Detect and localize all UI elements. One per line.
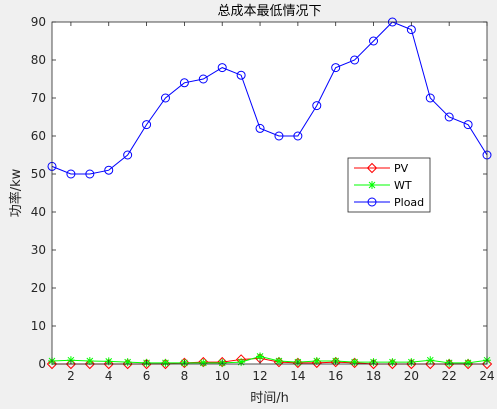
legend-marker bbox=[366, 162, 378, 174]
data-point-pload bbox=[236, 70, 246, 80]
x-tick-label: 10 bbox=[215, 369, 230, 383]
x-tick-label: 4 bbox=[105, 369, 113, 383]
x-tick-label: 6 bbox=[143, 369, 151, 383]
y-tick-label: 10 bbox=[31, 319, 46, 333]
axis-box bbox=[51, 21, 488, 365]
x-tick-label: 22 bbox=[442, 369, 457, 383]
y-axis-label: 功率/kw bbox=[8, 168, 24, 217]
data-point-pv bbox=[292, 357, 304, 369]
data-point-wt bbox=[350, 358, 359, 367]
x-tick-label: 12 bbox=[252, 369, 267, 383]
chart-marks bbox=[46, 17, 493, 370]
legend-label: PV bbox=[394, 162, 409, 175]
data-point-pv bbox=[179, 357, 190, 369]
y-tick-label: 20 bbox=[31, 281, 46, 295]
data-point-pload bbox=[369, 36, 379, 46]
data-point-pload bbox=[104, 165, 114, 175]
data-point-pload bbox=[350, 55, 360, 65]
y-tick-label: 30 bbox=[31, 243, 46, 257]
y-tick-label: 50 bbox=[31, 167, 46, 181]
legend-item-pv: PV bbox=[354, 162, 409, 175]
data-point-wt bbox=[464, 358, 473, 367]
data-point-wt bbox=[237, 358, 246, 367]
data-point-pload bbox=[312, 101, 322, 111]
data-point-pload bbox=[255, 123, 265, 133]
data-point-pload bbox=[160, 93, 170, 103]
x-tick-label: 8 bbox=[181, 369, 189, 383]
data-point-pload bbox=[142, 120, 152, 130]
data-point-wt bbox=[426, 356, 435, 365]
legend-marker bbox=[368, 181, 376, 189]
data-point-pload bbox=[425, 93, 435, 103]
data-point-pload bbox=[123, 150, 133, 160]
data-point-pload bbox=[444, 112, 454, 122]
y-tick-label: 60 bbox=[31, 129, 46, 143]
x-tick-label: 2 bbox=[67, 369, 75, 383]
data-point-pload bbox=[463, 120, 473, 130]
data-point-pv bbox=[84, 358, 96, 370]
y-tick-label: 90 bbox=[31, 15, 46, 29]
x-tick-label: 16 bbox=[328, 369, 343, 383]
data-point-pload bbox=[179, 78, 189, 88]
legend-marker bbox=[367, 197, 377, 207]
x-axis-label: 时间/h bbox=[250, 391, 289, 406]
data-point-wt bbox=[256, 352, 265, 361]
legend-label: Pload bbox=[394, 196, 424, 209]
x-tick-label: 24 bbox=[479, 369, 494, 383]
legend-item-pload: Pload bbox=[354, 196, 424, 209]
data-point-pload bbox=[331, 63, 341, 73]
x-tick-label: 14 bbox=[290, 369, 305, 383]
y-tick-label: 40 bbox=[31, 205, 46, 219]
data-point-pload bbox=[274, 131, 284, 141]
y-tick-label: 80 bbox=[31, 53, 46, 67]
y-tick-label: 0 bbox=[38, 357, 46, 371]
y-tick-label: 70 bbox=[31, 91, 46, 105]
data-point-pload bbox=[293, 131, 303, 141]
data-point-pload bbox=[85, 169, 95, 179]
data-point-wt bbox=[274, 356, 283, 365]
data-point-pload bbox=[217, 63, 227, 73]
data-point-wt bbox=[161, 358, 170, 367]
data-point-pload bbox=[66, 169, 76, 179]
legend-item-wt: WT bbox=[354, 179, 412, 192]
data-point-wt bbox=[388, 358, 397, 367]
data-point-pload bbox=[198, 74, 208, 84]
data-point-wt bbox=[123, 358, 132, 367]
legend-label: WT bbox=[394, 179, 412, 192]
data-point-pv bbox=[349, 357, 360, 369]
data-point-pv bbox=[103, 358, 114, 370]
x-tick-label: 20 bbox=[404, 369, 419, 383]
chart-title: 总成本最低情况下 bbox=[217, 4, 321, 19]
data-point-wt bbox=[199, 358, 208, 367]
x-tick-label: 18 bbox=[366, 369, 381, 383]
legend: PV WT Pload bbox=[347, 157, 431, 213]
data-point-pv bbox=[46, 358, 58, 370]
series-pload bbox=[47, 17, 492, 179]
